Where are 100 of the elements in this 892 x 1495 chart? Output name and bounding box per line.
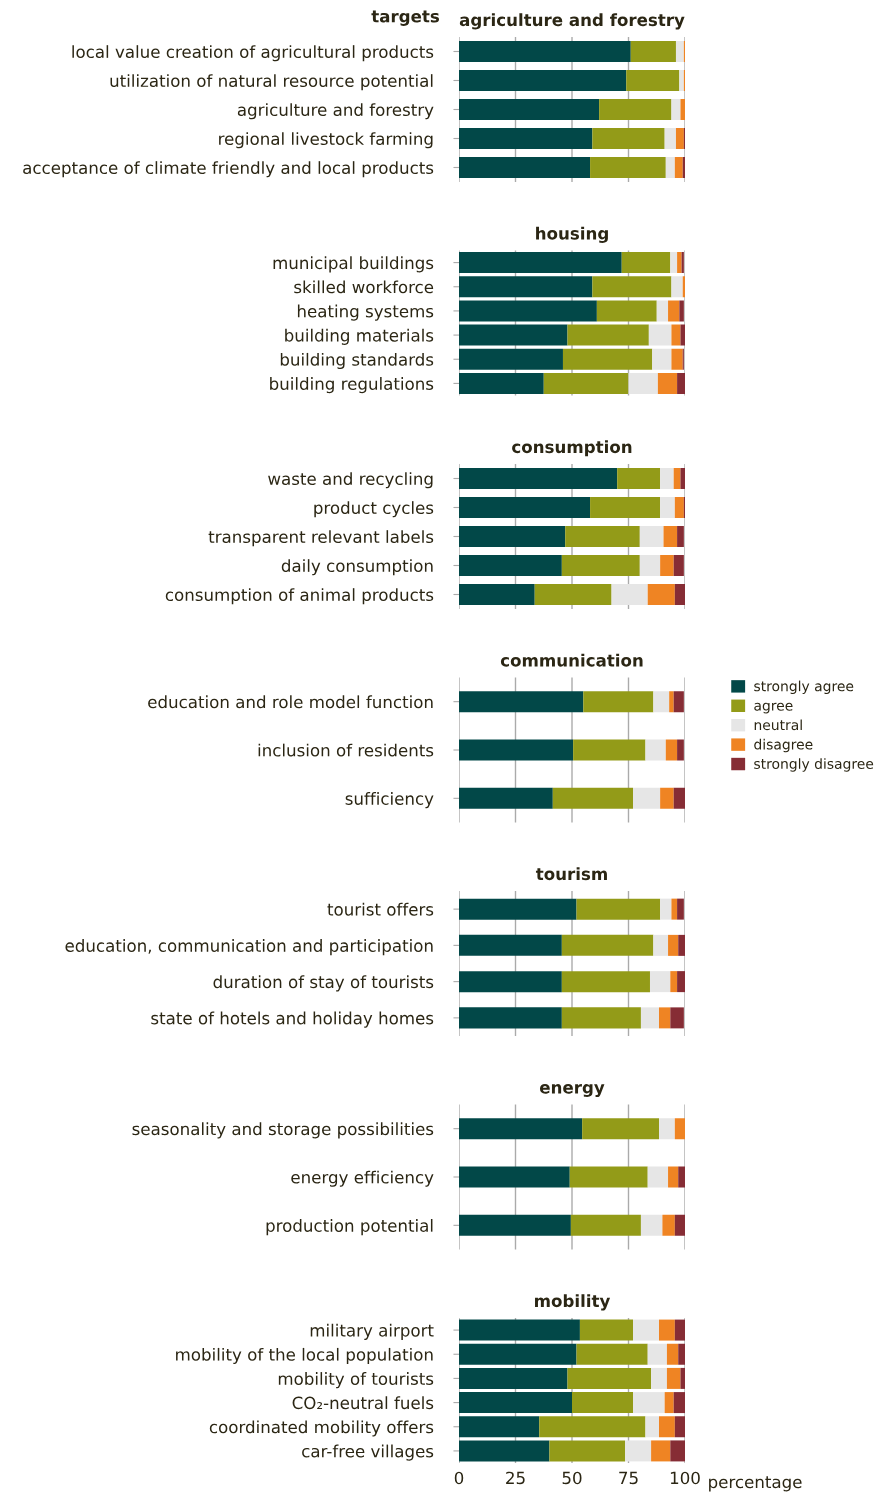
bar xyxy=(617,468,661,489)
bar xyxy=(679,70,684,91)
bar xyxy=(671,348,683,370)
bar xyxy=(576,1343,648,1365)
bar xyxy=(459,1007,562,1029)
y-tick-label: acceptance of climate friendly and local products xyxy=(23,161,434,178)
chart-title: communication xyxy=(500,653,643,667)
bar xyxy=(639,555,661,576)
bar xyxy=(647,1343,667,1365)
bar xyxy=(670,1007,684,1029)
bar xyxy=(653,691,670,713)
bar xyxy=(459,276,593,298)
bar xyxy=(573,739,646,761)
bar xyxy=(543,372,629,394)
y-tick-label: daily consumption xyxy=(281,559,433,576)
bar xyxy=(459,324,568,346)
legend-label: agree xyxy=(754,702,793,714)
x-tick-label: 50 xyxy=(562,1471,582,1485)
bar xyxy=(459,1392,572,1414)
bar xyxy=(599,99,672,120)
bar xyxy=(596,300,657,322)
bar xyxy=(659,1319,675,1341)
bar xyxy=(459,1343,577,1365)
bar xyxy=(626,70,680,91)
bar xyxy=(680,1367,685,1389)
bar xyxy=(678,1343,685,1365)
x-axis-title: percentage xyxy=(709,1476,802,1492)
bar xyxy=(671,324,681,346)
bar xyxy=(673,1392,685,1414)
y-tick-label: consumption of animal products xyxy=(165,588,434,605)
y-tick-label: building materials xyxy=(285,328,434,345)
bar xyxy=(648,324,672,346)
bar xyxy=(459,971,562,993)
bar xyxy=(680,99,685,120)
bar xyxy=(671,276,683,298)
y-tick-label: product cycles xyxy=(314,501,434,518)
legend-label: disagree xyxy=(754,738,813,753)
bar xyxy=(647,1166,669,1188)
bar xyxy=(459,934,562,956)
bar xyxy=(668,300,680,322)
bar xyxy=(671,898,678,920)
bar xyxy=(459,1440,550,1462)
bar xyxy=(534,584,612,605)
bar xyxy=(459,787,553,809)
bar xyxy=(660,787,674,809)
bar xyxy=(671,99,681,120)
bar xyxy=(660,468,674,489)
bar xyxy=(660,497,675,518)
bar xyxy=(633,1392,665,1414)
bar xyxy=(651,1367,667,1389)
bar xyxy=(459,1319,580,1341)
y-tick-label: duration of stay of tourists xyxy=(213,975,434,992)
bar xyxy=(673,691,684,713)
x-tick-label: 0 xyxy=(454,1471,464,1485)
y-tick-label: military airport xyxy=(310,1323,434,1340)
bar xyxy=(628,372,658,394)
bar xyxy=(459,1367,568,1389)
chart-title: housing xyxy=(536,226,608,243)
bar xyxy=(659,1007,671,1029)
bar xyxy=(678,934,685,956)
bar xyxy=(459,526,566,547)
x-tick-label: 25 xyxy=(506,1471,525,1485)
bar xyxy=(459,157,591,178)
bar xyxy=(664,1392,674,1414)
bar xyxy=(565,526,640,547)
bar xyxy=(640,1214,663,1236)
y-tick-label: education and role model function xyxy=(148,695,433,709)
bar xyxy=(680,468,685,489)
y-tick-label: building standards xyxy=(280,352,434,370)
bar xyxy=(459,70,627,91)
bar xyxy=(666,1367,681,1389)
y-tick-label: education, communication and participation xyxy=(65,939,433,956)
bar xyxy=(645,1416,660,1438)
bar xyxy=(656,300,669,322)
bar xyxy=(675,128,684,149)
bar xyxy=(459,555,562,576)
bar xyxy=(668,1166,679,1188)
bar xyxy=(670,252,678,274)
bar xyxy=(459,1214,571,1236)
bar xyxy=(576,898,661,920)
bar xyxy=(660,555,674,576)
bar xyxy=(459,898,577,920)
y-tick-label: transparent relevant labels xyxy=(208,530,434,547)
y-axis-title: targets xyxy=(371,10,439,26)
bar xyxy=(677,372,685,394)
bar xyxy=(611,584,648,605)
bar xyxy=(663,526,678,547)
y-tick-label: municipal buildings xyxy=(273,256,434,273)
chart-title: energy xyxy=(539,1084,605,1097)
y-tick-label: building regulations xyxy=(270,377,434,394)
bar xyxy=(459,1118,583,1140)
bar xyxy=(662,1214,675,1236)
y-tick-label: production potential xyxy=(266,1219,433,1236)
bar xyxy=(674,584,685,605)
legend-label: strongly agree xyxy=(754,680,854,695)
bar xyxy=(668,934,679,956)
y-tick-label: utilization of natural resource potential xyxy=(110,74,433,91)
bar xyxy=(592,276,672,298)
bar xyxy=(673,555,684,576)
y-tick-label: skilled workforce xyxy=(294,280,434,294)
